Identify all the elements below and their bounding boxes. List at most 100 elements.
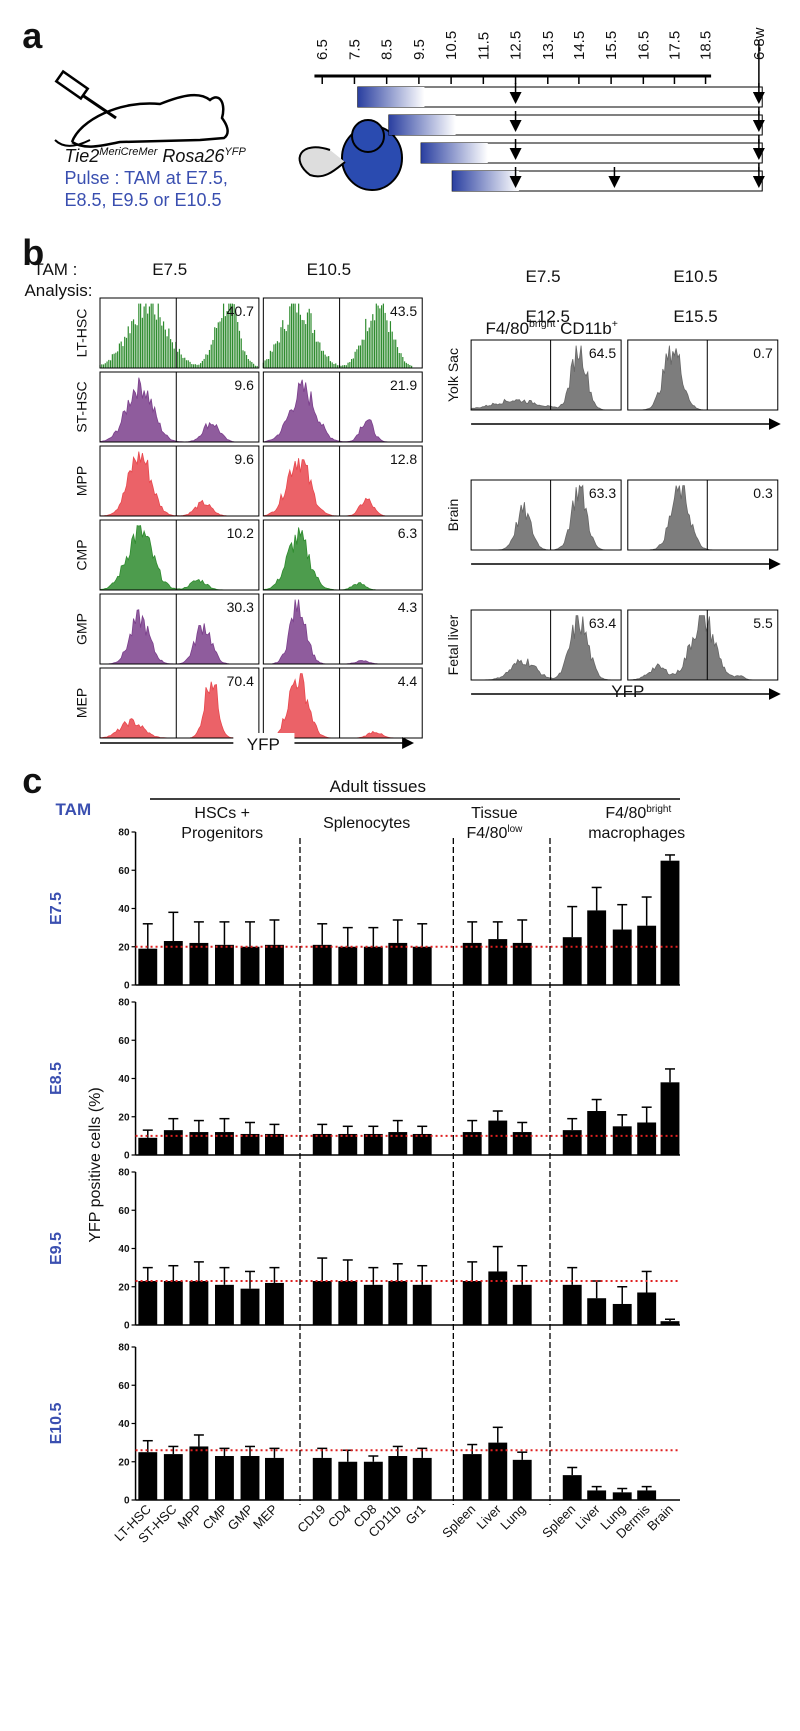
tam-label: E7.5 [48,892,65,925]
bar [637,925,657,985]
mouse-illustration [54,69,229,148]
bar [388,942,408,985]
bar [189,1281,209,1325]
bar [363,1284,383,1325]
bar [412,946,432,985]
bar [562,937,582,985]
y-tick-label: 20 [118,1457,130,1468]
y-tick-label: 40 [118,904,130,915]
bar [512,1284,532,1325]
bar [363,1461,383,1500]
percentage: 21.9 [390,377,417,393]
histogram [100,609,259,665]
label: Analysis: [24,281,92,300]
percentage: 9.6 [234,377,254,393]
label: Progenitors [181,825,263,842]
bar [660,1321,680,1325]
label: Adult tissues [330,777,426,796]
percentage: 4.3 [398,599,418,615]
percentage: 10.2 [227,525,254,541]
row-label: MPP [74,466,90,496]
bar [512,1132,532,1155]
percentage: 64.5 [589,345,616,361]
timeline-label: 9.5 [411,39,428,60]
panel-letter: b [22,232,44,273]
superscript: low [507,824,523,835]
row-label: Fetal liver [445,614,461,675]
genotype-main: Rosa26 [157,146,225,166]
y-tick-label: 0 [124,1151,130,1162]
rich-label: F4/80low [466,824,523,842]
y-tick-label: 60 [118,866,130,877]
bar [215,944,234,985]
percentage: 63.4 [589,615,616,631]
histogram [471,615,622,681]
histogram-frame [262,297,423,369]
y-axis-label: YFP positive cells (%) [87,1087,104,1242]
histogram-frame [470,479,622,551]
text-run: CD11b [555,319,611,338]
panel-letter: a [22,15,43,56]
genotype: Tie2MeriCreMer Rosa26YFP [64,146,246,166]
label: E10.5 [307,260,351,279]
bar [462,1132,482,1155]
y-tick-label: 80 [118,1343,130,1354]
histogram-frame [627,339,779,411]
pulse-gradient [388,115,456,135]
label: YFP [611,682,644,701]
label: E10.5 [673,267,717,286]
timeline-label: 17.5 [666,31,683,60]
bar [265,1457,284,1500]
bar [587,1298,607,1325]
label: TAM : [33,260,77,279]
row-label: LT-HSC [74,309,90,358]
timeline-label: 18.5 [698,31,715,60]
bar [363,946,383,985]
bar [189,1446,209,1500]
label: Splenocytes [323,815,410,832]
percentage: 0.7 [753,345,773,361]
pulse-text: E8.5, E9.5 or E10.5 [64,190,221,210]
x-tick-label: Lung [497,1502,528,1533]
bar [488,1442,508,1500]
bar [388,1456,408,1500]
bar [388,1281,408,1325]
y-tick-label: 0 [124,981,130,992]
y-tick-label: 20 [118,942,130,953]
timeline-label: 12.5 [508,31,525,60]
bar [562,1284,582,1325]
tam-label: E8.5 [48,1062,65,1095]
bar [462,1281,482,1325]
timeline-label: 7.5 [346,39,363,60]
label: TAM [56,800,92,819]
x-tick-label: CD4 [325,1502,354,1531]
row-label: GMP [74,613,90,645]
histogram-frame [99,519,260,591]
percentage: 4.4 [398,673,418,689]
percentage: 30.3 [227,599,254,615]
histogram [470,345,622,411]
timeline-label: 10.5 [443,31,460,60]
histogram-frame [262,445,423,517]
y-tick-label: 80 [118,1168,130,1179]
bar [138,1281,158,1325]
superscript: bright [529,318,555,330]
bar [637,1490,657,1500]
y-tick-label: 60 [118,1381,130,1392]
bar [338,946,358,985]
x-tick-label: Gr1 [402,1502,428,1528]
percentage: 63.3 [589,485,616,501]
timeline-label: 14.5 [571,31,588,60]
percentage: 40.7 [227,303,254,319]
bar [660,860,680,985]
label: macrophages [588,825,685,842]
bar [612,1303,632,1325]
embryo-illustration [298,119,403,191]
bar [488,1120,508,1155]
bar [587,1490,607,1500]
timeline-label: 16.5 [635,31,652,60]
tam-label: E9.5 [48,1232,65,1265]
bar [215,1456,234,1500]
superscript: + [612,318,618,330]
